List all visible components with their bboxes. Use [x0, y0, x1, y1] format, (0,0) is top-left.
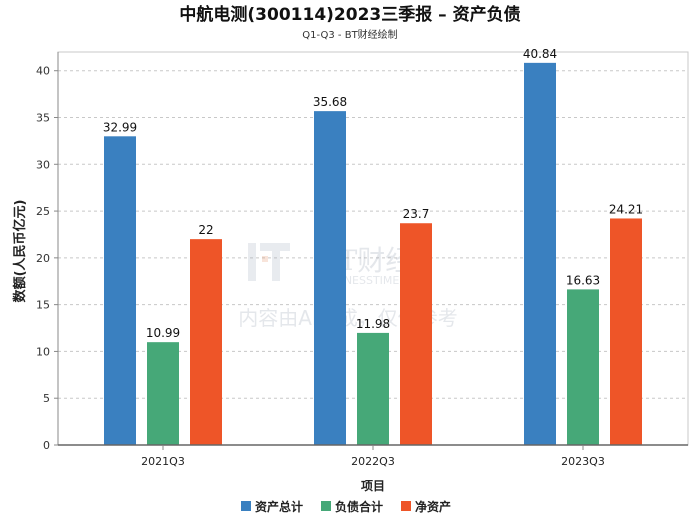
bar	[567, 289, 599, 445]
watermark-logo-mark	[272, 251, 280, 281]
data-label: 35.68	[313, 95, 347, 109]
chart-title: 中航电测(300114)2023三季报 – 资产负债	[179, 4, 520, 25]
legend-swatch	[401, 501, 411, 511]
y-tick-label: 30	[36, 158, 50, 171]
y-axis-label: 数额(人民币亿元)	[12, 200, 28, 303]
y-tick-label: 15	[36, 299, 50, 312]
data-label: 10.99	[146, 326, 180, 340]
data-label: 32.99	[103, 120, 137, 134]
bar	[147, 342, 179, 445]
y-tick-label: 25	[36, 205, 50, 218]
data-label: 40.84	[523, 47, 557, 61]
x-tick-label: 2023Q3	[561, 455, 605, 468]
legend-label: 资产总计	[255, 499, 303, 514]
y-tick-label: 40	[36, 65, 50, 78]
watermark-logo-mark	[262, 256, 268, 262]
data-label: 23.7	[403, 207, 430, 221]
bars: 32.99 10.99 22 35.68 11.98 23.7 40.84 16.63 24.2…	[103, 47, 643, 446]
axes: 0 5 10 15 20 25 30 35 40 2021Q3 2022Q3 2023Q3	[36, 52, 688, 468]
bar	[104, 136, 136, 445]
bar	[400, 223, 432, 445]
legend-label: 净资产	[415, 499, 451, 514]
y-tick-label: 10	[36, 345, 50, 358]
data-label: 24.21	[609, 202, 643, 216]
y-tick-label: 5	[43, 392, 50, 405]
bar	[314, 111, 346, 445]
legend-swatch	[321, 501, 331, 511]
data-label: 16.63	[566, 273, 600, 287]
chart-subtitle: Q1-Q3 - BT财经绘制	[302, 28, 397, 41]
y-tick-label: 35	[36, 112, 50, 125]
legend-label: 负债合计	[335, 499, 383, 514]
bar	[357, 332, 389, 445]
x-axis-label: 项目	[361, 479, 385, 493]
data-label: 22	[198, 223, 213, 237]
x-tick-label: 2021Q3	[141, 455, 185, 468]
legend-swatch	[241, 501, 251, 511]
data-label: 11.98	[356, 317, 390, 331]
watermark-logo-mark	[260, 243, 290, 251]
y-tick-label: 20	[36, 252, 50, 265]
watermark-logo-mark	[248, 243, 256, 281]
bar	[524, 62, 556, 446]
y-tick-label: 0	[43, 439, 50, 452]
legend: 资产总计 负债合计 净资产	[241, 499, 451, 514]
bar	[610, 218, 642, 445]
x-tick-label: 2022Q3	[351, 455, 395, 468]
bar	[190, 239, 222, 445]
